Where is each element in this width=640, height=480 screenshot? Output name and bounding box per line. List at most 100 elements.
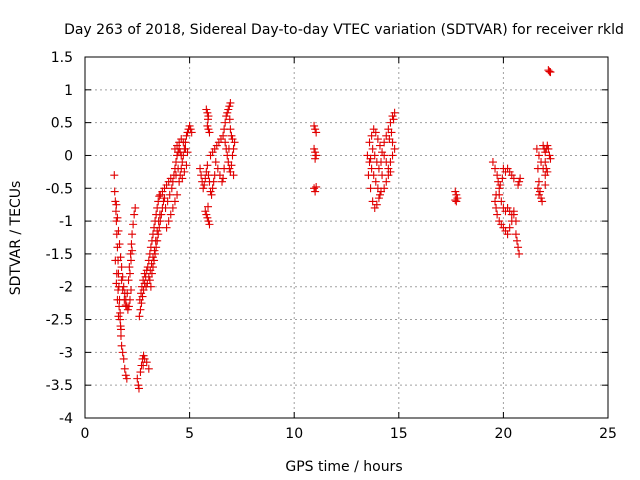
data-point xyxy=(542,164,551,173)
data-point xyxy=(135,295,144,304)
data-point xyxy=(137,299,146,308)
data-point xyxy=(495,190,504,199)
data-point xyxy=(505,223,514,232)
y-tick-label: 1 xyxy=(64,83,73,99)
data-point xyxy=(146,282,155,291)
data-point xyxy=(136,305,145,314)
plot-frame xyxy=(84,56,609,419)
data-point xyxy=(385,135,394,144)
data-point xyxy=(493,171,502,180)
data-point xyxy=(388,151,397,160)
data-point xyxy=(131,203,140,212)
data-point xyxy=(116,315,125,324)
x-axis-label: GPS time / hours xyxy=(285,459,402,475)
data-point xyxy=(155,223,164,232)
grid xyxy=(85,57,608,418)
y-tick-label: -1 xyxy=(59,214,73,230)
data-point xyxy=(370,203,379,212)
data-point xyxy=(120,364,129,373)
data-point xyxy=(130,210,139,219)
data-point xyxy=(166,210,175,219)
data-point xyxy=(206,187,215,196)
data-point xyxy=(110,187,119,196)
x-tick-label: 15 xyxy=(390,426,408,442)
y-tick-label: -3 xyxy=(59,345,73,361)
data-point xyxy=(156,217,165,226)
data-point xyxy=(161,203,170,212)
data-point xyxy=(113,243,122,252)
data-point xyxy=(365,138,374,147)
data-point xyxy=(211,158,220,167)
data-point xyxy=(545,151,554,160)
data-point xyxy=(207,190,216,199)
data-point xyxy=(367,164,376,173)
data-point xyxy=(208,148,217,157)
data-point xyxy=(178,174,187,183)
data-point xyxy=(310,144,319,153)
data-point xyxy=(511,217,520,226)
data-point xyxy=(507,171,516,180)
data-point xyxy=(116,253,125,262)
data-point xyxy=(144,364,153,373)
data-point xyxy=(533,184,542,193)
data-point xyxy=(118,286,127,295)
data-point xyxy=(182,161,191,170)
data-point xyxy=(491,164,500,173)
data-point xyxy=(168,203,177,212)
data-point xyxy=(114,226,123,235)
y-axis-label: SDTVAR / TECUs xyxy=(8,181,24,296)
data-point xyxy=(112,200,121,209)
data-point xyxy=(164,217,173,226)
data-point xyxy=(158,187,167,196)
data-point xyxy=(155,192,164,201)
data-point xyxy=(180,167,189,176)
data-point xyxy=(186,125,195,134)
data-point xyxy=(378,148,387,157)
x-tick-label: 25 xyxy=(599,426,617,442)
y-tick-label: 0 xyxy=(64,148,73,164)
data-point xyxy=(173,190,182,199)
data-point xyxy=(224,105,233,114)
data-point xyxy=(139,361,148,370)
data-point xyxy=(121,301,130,310)
data-point xyxy=(172,171,181,180)
data-point xyxy=(497,197,506,206)
data-point xyxy=(179,138,188,147)
data-point xyxy=(154,230,163,239)
data-point xyxy=(205,220,214,229)
data-point xyxy=(228,135,237,144)
y-tick-label: -2.5 xyxy=(46,313,73,329)
data-point xyxy=(127,256,136,265)
data-point xyxy=(128,230,137,239)
data-point xyxy=(139,351,148,360)
data-point xyxy=(182,131,191,140)
data-point xyxy=(311,125,320,134)
data-point xyxy=(150,246,159,255)
data-point xyxy=(225,115,234,124)
data-point xyxy=(200,180,209,189)
data-point xyxy=(368,144,377,153)
data-point xyxy=(494,177,503,186)
data-point xyxy=(209,177,218,186)
data-point xyxy=(311,154,320,163)
data-point xyxy=(509,207,518,216)
data-point xyxy=(372,200,381,209)
data-point xyxy=(216,135,225,144)
data-point xyxy=(119,282,128,291)
data-point xyxy=(310,184,319,193)
data-point xyxy=(202,167,211,176)
data-point xyxy=(142,358,151,367)
data-point xyxy=(203,108,212,117)
data-point xyxy=(112,279,121,288)
data-point xyxy=(199,184,208,193)
data-point xyxy=(117,276,126,285)
data-point xyxy=(115,302,124,311)
data-point xyxy=(203,161,212,170)
data-point xyxy=(546,154,555,163)
data-point xyxy=(544,66,553,75)
data-point xyxy=(205,128,214,137)
data-point xyxy=(167,184,176,193)
data-point xyxy=(534,190,543,199)
data-point xyxy=(365,158,374,167)
data-point xyxy=(148,253,157,262)
